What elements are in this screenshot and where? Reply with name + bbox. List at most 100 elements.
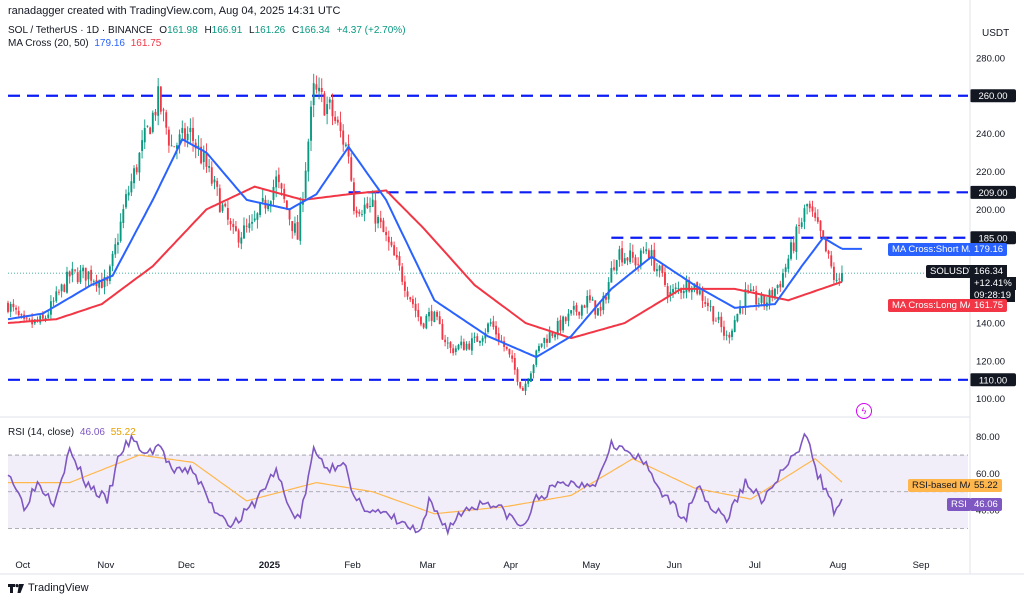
candle xyxy=(114,238,117,258)
candle-body xyxy=(25,317,28,319)
candle-body xyxy=(795,226,798,253)
candle xyxy=(454,345,457,356)
candle xyxy=(320,78,323,103)
candle-body xyxy=(647,250,650,260)
candle xyxy=(157,78,160,126)
candle xyxy=(47,310,50,320)
candle xyxy=(800,217,803,229)
candle-body xyxy=(808,203,811,209)
candle-body xyxy=(519,382,522,388)
candle xyxy=(398,251,401,271)
candle xyxy=(82,264,85,279)
candle xyxy=(744,282,747,315)
open-label: O xyxy=(159,25,168,36)
candle-body xyxy=(245,225,248,227)
candle-body xyxy=(714,320,717,322)
symbol-name[interactable]: SOL / TetherUS · 1D · BINANCE xyxy=(8,25,153,36)
candle xyxy=(803,204,806,230)
rsi-indicator-row[interactable]: RSI (14, close) 46.06 55.22 xyxy=(8,427,136,439)
low-value: 161.26 xyxy=(254,25,286,36)
candle-body xyxy=(52,300,55,302)
candle-body xyxy=(7,302,9,312)
tradingview-logo-icon xyxy=(8,583,24,593)
candle-body xyxy=(497,333,500,341)
candle xyxy=(425,313,428,330)
candle-body xyxy=(790,242,792,259)
candle xyxy=(108,264,111,285)
candle-body xyxy=(438,316,441,325)
flash-icon[interactable]: ϟ xyxy=(856,403,872,419)
ma-short-line xyxy=(7,137,843,359)
candle-body xyxy=(151,112,154,133)
candle-body xyxy=(256,213,259,220)
candle xyxy=(202,145,205,170)
candle-body xyxy=(60,284,63,292)
candle-body xyxy=(84,267,87,281)
footer-brand[interactable]: TradingView xyxy=(28,582,89,594)
candle xyxy=(76,267,79,284)
level-label: 110.00 xyxy=(979,375,1007,386)
candle-body xyxy=(307,141,310,172)
candle xyxy=(79,265,82,285)
candle xyxy=(669,285,672,302)
candle xyxy=(527,377,530,388)
time-tick-label: Mar xyxy=(419,560,435,571)
candle xyxy=(588,289,591,304)
candle xyxy=(599,300,602,317)
candle xyxy=(256,212,259,229)
candle-body xyxy=(68,271,71,277)
candle xyxy=(127,185,130,201)
candle xyxy=(583,304,586,308)
ma-indicator-row[interactable]: MA Cross (20, 50) 179.16 161.75 xyxy=(8,38,161,50)
time-tick-label: Feb xyxy=(344,560,360,571)
candle-body xyxy=(377,216,379,224)
chart-header: ranadagger created with TradingView.com,… xyxy=(8,5,341,17)
candle-body xyxy=(811,206,814,212)
candle-body xyxy=(216,180,219,187)
candle-body xyxy=(747,290,750,291)
candle xyxy=(492,315,495,330)
candle-body xyxy=(149,127,152,135)
candle xyxy=(771,286,774,302)
ma-indicator-label[interactable]: MA Cross (20, 50) xyxy=(8,38,89,49)
candle xyxy=(307,138,310,182)
candle-body xyxy=(82,267,85,272)
candle xyxy=(409,296,412,303)
candle xyxy=(149,126,152,135)
candle xyxy=(15,305,17,315)
candle-body xyxy=(342,130,345,145)
candle-body xyxy=(15,307,17,310)
candle xyxy=(723,320,725,341)
candle xyxy=(60,283,63,298)
candle-body xyxy=(229,221,232,225)
candle xyxy=(763,295,766,310)
rsi-indicator-label[interactable]: RSI (14, close) xyxy=(8,427,75,438)
currency-label[interactable]: USDT xyxy=(982,28,1010,39)
candle-body xyxy=(98,280,101,288)
price-tick-label: 200.00 xyxy=(976,205,1005,216)
candle xyxy=(787,254,790,273)
candle xyxy=(811,200,814,217)
candle xyxy=(344,142,347,148)
candle xyxy=(728,332,731,344)
candle xyxy=(334,110,337,124)
candle-body xyxy=(240,237,243,244)
candle xyxy=(765,296,768,311)
candle xyxy=(806,203,809,215)
candle xyxy=(154,108,157,121)
time-tick-label: Apr xyxy=(503,560,518,571)
candle-body xyxy=(827,251,830,254)
candle-body xyxy=(465,343,468,350)
candle-body xyxy=(173,146,176,148)
candle-body xyxy=(822,230,825,238)
rsi-value-tag: 46.06 xyxy=(970,498,1002,511)
candle-body xyxy=(508,348,511,355)
candle xyxy=(489,318,492,327)
rsi-ma-value-tag: 55.22 xyxy=(970,479,1002,492)
candle-body xyxy=(586,295,589,308)
candle-body xyxy=(629,250,632,263)
candle-body xyxy=(213,179,216,183)
candle-body xyxy=(143,127,146,143)
level-label: 209.00 xyxy=(978,188,1007,199)
